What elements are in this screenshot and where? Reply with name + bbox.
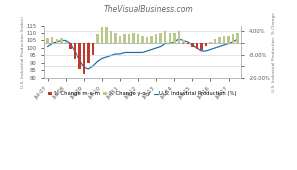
Bar bbox=[160, 42, 161, 43]
Bar bbox=[60, 38, 62, 43]
Bar bbox=[69, 43, 72, 49]
Bar bbox=[119, 36, 121, 43]
Bar bbox=[83, 43, 85, 74]
Bar bbox=[70, 43, 71, 45]
Bar bbox=[205, 43, 207, 46]
Bar bbox=[219, 42, 220, 43]
Bar bbox=[214, 39, 216, 43]
Bar bbox=[200, 43, 203, 50]
Bar bbox=[151, 42, 152, 43]
Bar bbox=[214, 42, 215, 43]
Bar bbox=[146, 37, 148, 43]
Bar bbox=[74, 43, 76, 59]
Bar bbox=[110, 42, 111, 43]
Bar bbox=[196, 43, 198, 49]
Bar bbox=[200, 43, 203, 50]
Bar bbox=[92, 43, 94, 55]
Bar bbox=[142, 42, 143, 43]
Bar bbox=[88, 42, 89, 43]
Y-axis label: U.S. Industrial Production (Index): U.S. Industrial Production (Index) bbox=[21, 16, 25, 88]
Text: TheVisualBusiness.com: TheVisualBusiness.com bbox=[104, 5, 193, 14]
Bar bbox=[155, 34, 157, 43]
Bar bbox=[79, 43, 80, 46]
Bar bbox=[96, 34, 99, 43]
Bar bbox=[205, 43, 207, 46]
Bar bbox=[178, 31, 180, 43]
Bar bbox=[87, 43, 90, 63]
Bar bbox=[92, 40, 93, 43]
Bar bbox=[196, 43, 197, 44]
Bar bbox=[69, 43, 72, 49]
Bar bbox=[187, 43, 189, 44]
Bar bbox=[156, 42, 157, 43]
Bar bbox=[227, 36, 230, 43]
Bar bbox=[201, 43, 202, 45]
Bar bbox=[147, 42, 148, 43]
Bar bbox=[228, 42, 229, 43]
Bar bbox=[165, 41, 166, 43]
Bar bbox=[106, 42, 107, 43]
Bar bbox=[110, 31, 112, 43]
Bar bbox=[218, 37, 221, 43]
Bar bbox=[46, 38, 49, 43]
Bar bbox=[210, 42, 211, 43]
Bar bbox=[114, 33, 117, 43]
Bar bbox=[78, 43, 80, 69]
Bar bbox=[123, 34, 126, 43]
Bar bbox=[101, 27, 103, 43]
Bar bbox=[196, 43, 198, 49]
Bar bbox=[187, 43, 188, 44]
Bar bbox=[105, 27, 108, 43]
Bar bbox=[178, 41, 179, 43]
Bar bbox=[56, 39, 58, 43]
Bar bbox=[182, 40, 184, 43]
Bar bbox=[191, 43, 194, 47]
Bar bbox=[61, 42, 62, 43]
Bar bbox=[124, 42, 125, 43]
Bar bbox=[192, 43, 193, 44]
Bar bbox=[187, 43, 189, 44]
Bar bbox=[132, 33, 135, 43]
Bar bbox=[150, 36, 153, 43]
Bar bbox=[51, 37, 53, 43]
Bar bbox=[174, 42, 175, 43]
Bar bbox=[168, 33, 171, 43]
Bar bbox=[141, 36, 144, 43]
Bar bbox=[128, 34, 130, 43]
Bar bbox=[83, 43, 84, 44]
Bar bbox=[47, 42, 48, 43]
Bar bbox=[115, 42, 116, 43]
Bar bbox=[92, 43, 94, 55]
Bar bbox=[223, 36, 225, 43]
Bar bbox=[83, 43, 85, 74]
Bar bbox=[97, 41, 98, 43]
Bar bbox=[74, 43, 76, 59]
Bar bbox=[159, 33, 162, 43]
Bar bbox=[236, 33, 239, 43]
Bar bbox=[209, 41, 212, 43]
Bar bbox=[191, 43, 194, 47]
Bar bbox=[137, 34, 139, 43]
Bar bbox=[173, 33, 176, 43]
Bar bbox=[232, 34, 234, 43]
Legend: % Change m-o-m, % Change y-o-y, U.S. Industrial Production (%): % Change m-o-m, % Change y-o-y, U.S. Ind… bbox=[46, 89, 239, 98]
Bar bbox=[164, 31, 166, 43]
Bar bbox=[183, 43, 184, 44]
Bar bbox=[64, 41, 67, 43]
Bar bbox=[78, 43, 80, 69]
Bar bbox=[224, 42, 225, 43]
Y-axis label: U.S. Industrial Production, % Change: U.S. Industrial Production, % Change bbox=[272, 12, 276, 92]
Bar bbox=[87, 43, 90, 63]
Bar bbox=[237, 41, 238, 43]
